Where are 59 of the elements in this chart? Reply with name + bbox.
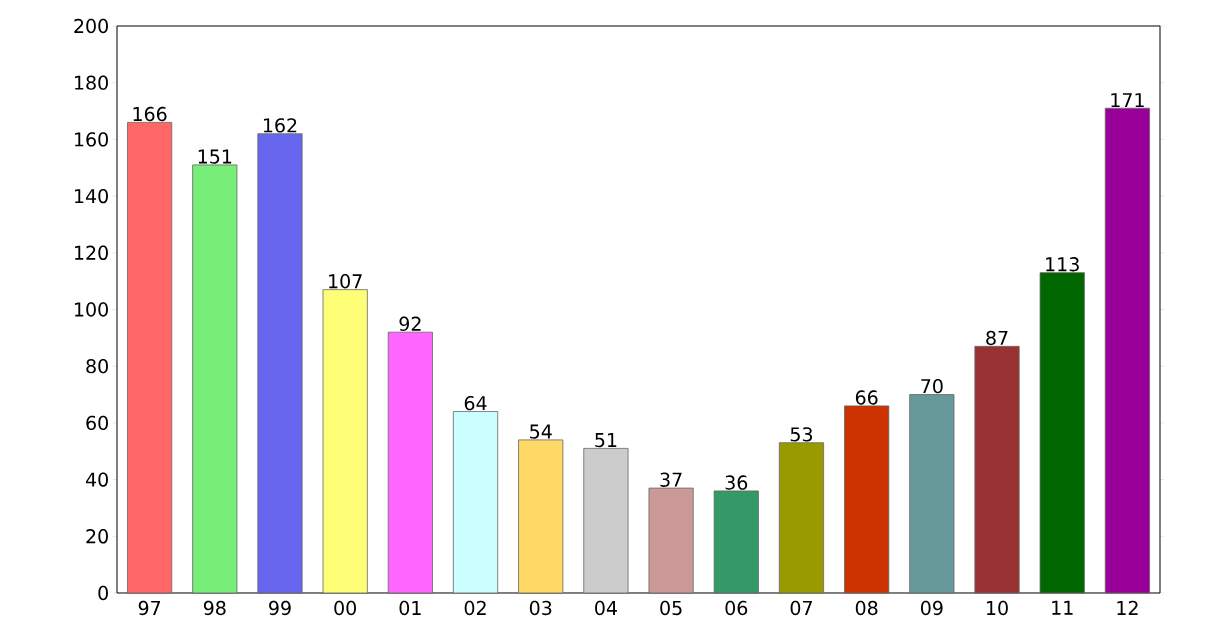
data-label: 64 xyxy=(464,395,487,411)
bar xyxy=(192,164,238,594)
data-label: 54 xyxy=(530,424,552,439)
y-tick-label: 140 xyxy=(75,188,108,204)
data-label: 166 xyxy=(133,106,167,122)
data-label: 70 xyxy=(921,378,943,394)
data-label: 151 xyxy=(198,149,232,164)
data-label: 107 xyxy=(329,274,362,289)
x-tick-label: 08 xyxy=(855,600,878,616)
x-tick-label: 03 xyxy=(529,600,552,616)
data-label: 171 xyxy=(1111,93,1144,107)
bar xyxy=(583,448,629,594)
bar xyxy=(909,394,955,594)
bar xyxy=(387,331,433,594)
y-tick-label: 200 xyxy=(74,18,108,34)
bar xyxy=(844,405,890,594)
bar xyxy=(778,442,825,594)
data-label: 87 xyxy=(986,330,1008,346)
y-tick-label: 0 xyxy=(98,585,108,601)
x-tick-label: 06 xyxy=(725,600,748,616)
y-tick-label: 40 xyxy=(85,472,108,487)
data-label: 113 xyxy=(1046,257,1079,272)
bar xyxy=(322,289,368,594)
bar xyxy=(257,133,303,594)
x-tick-label: 12 xyxy=(1117,600,1138,615)
y-tick-label: 60 xyxy=(86,415,108,431)
data-label: 162 xyxy=(263,118,297,133)
y-tick-label: 100 xyxy=(75,302,108,317)
x-tick-label: 10 xyxy=(987,600,1008,616)
x-tick-label: 00 xyxy=(334,600,356,616)
data-label: 66 xyxy=(855,390,878,405)
x-tick-label: 11 xyxy=(1052,600,1073,615)
bar xyxy=(1104,107,1150,594)
data-label: 92 xyxy=(399,316,421,331)
data-label: 51 xyxy=(595,433,617,448)
y-tick-label: 160 xyxy=(75,132,108,147)
x-tick-label: 04 xyxy=(595,600,617,616)
data-label: 36 xyxy=(725,475,748,490)
x-tick-label: 02 xyxy=(464,600,486,616)
x-tick-label: 97 xyxy=(138,600,161,616)
y-tick-label: 20 xyxy=(86,529,108,544)
y-tick-label: 120 xyxy=(75,245,108,260)
y-tick-label: 180 xyxy=(75,75,108,90)
bar xyxy=(127,121,173,594)
x-tick-label: 09 xyxy=(921,600,943,616)
x-tick-label: 07 xyxy=(790,600,812,616)
bar xyxy=(713,490,759,594)
x-tick-label: 05 xyxy=(660,600,682,616)
x-tick-label: 01 xyxy=(399,600,421,616)
bar xyxy=(452,411,499,594)
x-tick-label: 98 xyxy=(203,600,226,616)
bar xyxy=(974,345,1020,594)
y-tick-label: 80 xyxy=(86,359,108,374)
bar xyxy=(518,439,564,594)
bar xyxy=(648,487,694,594)
data-label: 37 xyxy=(660,472,682,487)
x-tick-label: 99 xyxy=(269,600,291,616)
data-label: 53 xyxy=(790,427,813,442)
bar xyxy=(1039,272,1085,594)
